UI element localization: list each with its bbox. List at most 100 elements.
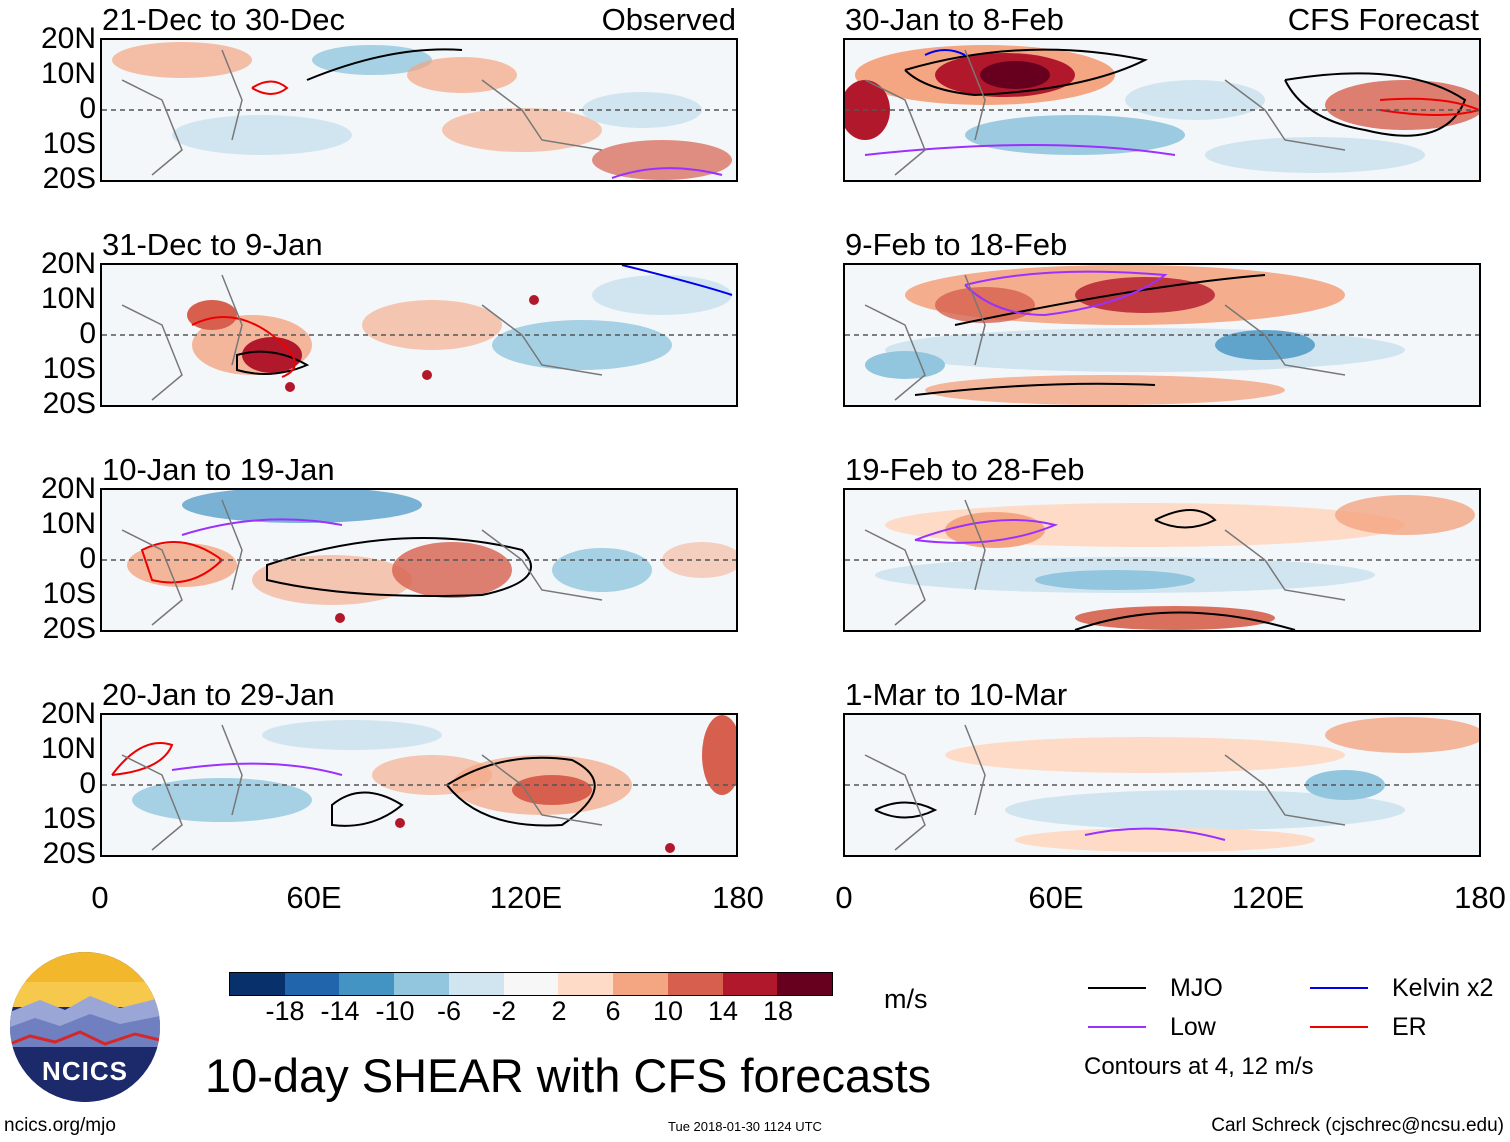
lat-label-20n: 20N [40,22,96,55]
footer-website[interactable]: ncics.org/mjo [4,1115,116,1136]
panel-title-obs-3: 10-Jan to 19-Jan [102,452,335,487]
colorbar-tick: 10 [652,996,684,1026]
map-panel-obs-1 [100,38,738,182]
mjo-contour [954,274,1266,326]
lat-label-20s: 20S [42,162,96,195]
lon-label-180: 180 [1454,880,1506,915]
panel-title-fcst-3: 19-Feb to 28-Feb [845,452,1085,487]
ncics-logo: NCICS [10,952,160,1102]
colorbar-swatch [284,973,340,995]
footer-credit: Carl Schreck (cjschrec@ncsu.edu) [1211,1115,1504,1136]
panel-title-obs-2: 31-Dec to 9-Jan [102,227,323,262]
kelvin-contour [621,265,733,296]
units-label: m/s [884,984,928,1014]
lat-label-20n: 20N [40,247,96,280]
map-panel-obs-3 [100,488,738,632]
er-contour [1379,97,1479,116]
lon-label-0: 0 [835,880,853,915]
lon-label-180: 180 [712,880,764,915]
legend-mjo-swatch [1088,987,1146,989]
lat-label-eq: 0 [79,92,96,125]
colorbar-swatch [230,973,285,995]
mjo-contour [874,801,938,819]
colorbar-tick: 2 [551,996,567,1026]
logo-text: NCICS [42,1056,128,1086]
lon-label-60e: 60E [1028,880,1084,915]
colorbar-tick: -14 [320,996,360,1026]
mjo-contour [306,48,463,81]
lat-label-20s: 20S [42,612,96,645]
map-panel-fcst-3 [843,488,1481,632]
map-panel-fcst-1 [843,38,1481,182]
colorbar-tick: 18 [762,996,794,1026]
lat-label-eq: 0 [79,317,96,350]
storm-marker [665,843,675,853]
storm-marker [335,613,345,623]
colorbar-swatch [394,973,449,995]
mjo-contour [331,791,404,827]
storm-marker [395,818,405,828]
mjo-contour [904,48,1149,97]
shear-field [102,715,736,855]
er-contour [111,742,174,776]
map-panel-fcst-4 [843,713,1481,857]
low-contour [611,167,723,179]
lon-label-60e: 60E [286,880,342,915]
lat-label-20n: 20N [40,472,96,505]
lat-label-10n: 10N [40,507,96,540]
coastline [121,724,603,851]
shear-field [102,265,736,405]
lat-label-20n: 20N [40,697,96,730]
shear-field [845,40,1479,180]
panel-title-fcst-1: 30-Jan to 8-Feb [845,2,1064,37]
lat-label-10n: 10N [40,732,96,765]
legend-low-label: Low [1170,1013,1216,1041]
colorbar-swatch [613,973,668,995]
mjo-contour [446,756,596,827]
colorbar-tick: -6 [436,996,461,1026]
mjo-contour [1074,611,1296,630]
coastline [864,274,1346,401]
legend-er-label: ER [1392,1013,1427,1041]
legend-contour-note: Contours at 4, 12 m/s [1084,1053,1314,1080]
panel-title-obs-1: 21-Dec to 30-Dec [102,2,345,37]
lat-label-10s: 10S [42,352,96,385]
shear-field [102,40,736,180]
footer-timestamp: Tue 2018-01-30 1124 UTC [668,1119,822,1134]
lat-label-10n: 10N [40,282,96,315]
coastline [864,724,1346,851]
lat-label-10s: 10S [42,127,96,160]
coastline [864,49,1346,176]
mjo-contour [1154,509,1217,529]
legend-kelvin-label: Kelvin x2 [1392,974,1494,1002]
colorbar-swatch [503,973,559,995]
shear-field [102,490,736,630]
colorbar-swatch [722,973,778,995]
coastline [121,499,603,626]
map-panel-obs-4 [100,713,738,857]
er-contour [251,80,289,95]
legend-kelvin-swatch [1310,987,1368,989]
er-contour [191,316,296,378]
low-contour [181,518,343,536]
colorbar-swatch [339,973,395,995]
coastline [121,49,603,176]
colorbar-swatch [448,973,504,995]
low-contour [1084,827,1226,841]
colorbar-tick: 6 [605,996,621,1026]
panel-title-obs-4: 20-Jan to 29-Jan [102,677,335,712]
figure-title: 10-day SHEAR with CFS forecasts [205,1049,932,1102]
lon-label-0: 0 [91,880,109,915]
storm-marker [529,295,539,305]
coastline [864,499,1346,626]
colorbar-tick: 14 [707,996,739,1026]
lat-label-10s: 10S [42,802,96,835]
colorbar-tick: -10 [375,996,415,1026]
mjo-contour [236,350,310,375]
kelvin-contour [924,49,966,56]
shear-field [845,715,1479,855]
mjo-contour [1284,72,1467,137]
map-panel-obs-2 [100,263,738,407]
panel-title-fcst-2: 9-Feb to 18-Feb [845,227,1068,262]
legend-low-swatch [1088,1026,1146,1028]
